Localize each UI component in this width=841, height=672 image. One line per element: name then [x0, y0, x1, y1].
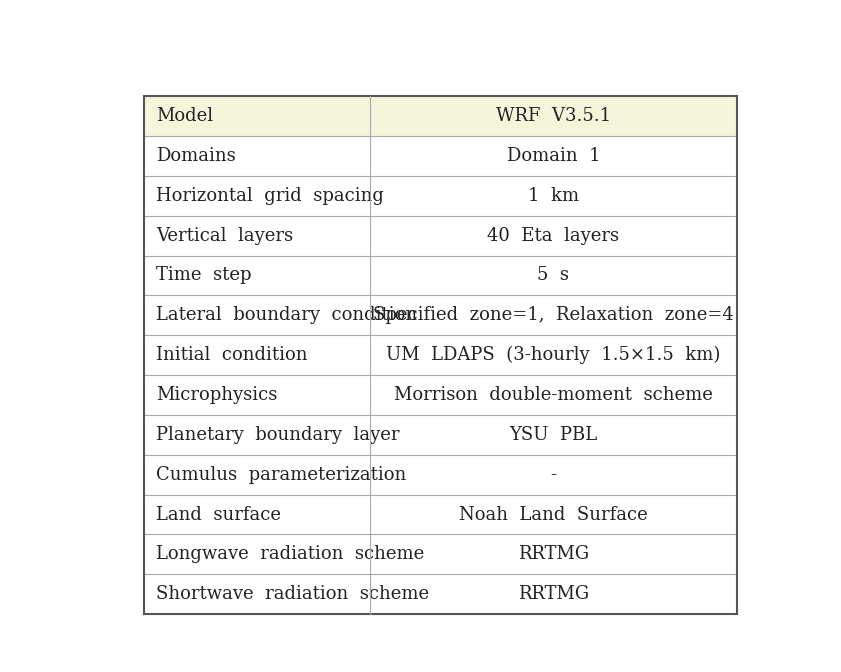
- Text: -: -: [551, 466, 557, 484]
- Bar: [144, 255, 369, 296]
- Bar: [369, 575, 738, 614]
- Bar: [144, 296, 369, 335]
- Text: UM  LDAPS  (3-hourly  1.5×1.5  km): UM LDAPS (3-hourly 1.5×1.5 km): [386, 346, 721, 364]
- Text: YSU  PBL: YSU PBL: [510, 426, 598, 444]
- Text: Lateral  boundary  condition: Lateral boundary condition: [156, 306, 417, 325]
- Text: RRTMG: RRTMG: [518, 585, 589, 603]
- Text: 40  Eta  layers: 40 Eta layers: [488, 226, 620, 245]
- Bar: [369, 136, 738, 176]
- Text: Longwave  radiation  scheme: Longwave radiation scheme: [156, 546, 424, 563]
- Text: Model: Model: [156, 107, 213, 125]
- Bar: [144, 495, 369, 534]
- Text: Cumulus  parameterization: Cumulus parameterization: [156, 466, 406, 484]
- Bar: [369, 534, 738, 575]
- Text: Morrison  double-moment  scheme: Morrison double-moment scheme: [394, 386, 713, 404]
- Text: Specified  zone=1,  Relaxation  zone=4: Specified zone=1, Relaxation zone=4: [373, 306, 734, 325]
- Bar: [144, 216, 369, 255]
- Bar: [144, 136, 369, 176]
- Text: 1  km: 1 km: [528, 187, 579, 205]
- Bar: [369, 495, 738, 534]
- Text: Planetary  boundary  layer: Planetary boundary layer: [156, 426, 399, 444]
- Text: Horizontal  grid  spacing: Horizontal grid spacing: [156, 187, 383, 205]
- Bar: [369, 335, 738, 375]
- Text: Domains: Domains: [156, 147, 235, 165]
- Text: RRTMG: RRTMG: [518, 546, 589, 563]
- Bar: [369, 296, 738, 335]
- Text: 5  s: 5 s: [537, 267, 569, 284]
- Bar: [369, 255, 738, 296]
- Bar: [369, 415, 738, 455]
- Bar: [144, 96, 369, 136]
- Bar: [369, 455, 738, 495]
- Bar: [369, 176, 738, 216]
- Bar: [369, 216, 738, 255]
- Bar: [144, 176, 369, 216]
- Text: Time  step: Time step: [156, 267, 251, 284]
- Bar: [144, 575, 369, 614]
- Bar: [369, 375, 738, 415]
- Text: WRF  V3.5.1: WRF V3.5.1: [496, 107, 611, 125]
- Text: Domain  1: Domain 1: [506, 147, 600, 165]
- Bar: [369, 96, 738, 136]
- Bar: [144, 534, 369, 575]
- Bar: [144, 335, 369, 375]
- Bar: [144, 375, 369, 415]
- Text: Shortwave  radiation  scheme: Shortwave radiation scheme: [156, 585, 429, 603]
- Bar: [144, 415, 369, 455]
- Text: Microphysics: Microphysics: [156, 386, 278, 404]
- Text: Initial  condition: Initial condition: [156, 346, 308, 364]
- Text: Vertical  layers: Vertical layers: [156, 226, 293, 245]
- Text: Noah  Land  Surface: Noah Land Surface: [459, 505, 648, 523]
- Bar: [144, 455, 369, 495]
- Text: Land  surface: Land surface: [156, 505, 281, 523]
